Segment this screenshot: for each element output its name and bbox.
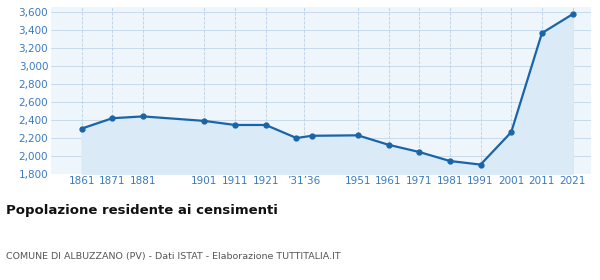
Text: Popolazione residente ai censimenti: Popolazione residente ai censimenti	[6, 204, 278, 217]
Text: COMUNE DI ALBUZZANO (PV) - Dati ISTAT - Elaborazione TUTTITALIA.IT: COMUNE DI ALBUZZANO (PV) - Dati ISTAT - …	[6, 252, 341, 261]
